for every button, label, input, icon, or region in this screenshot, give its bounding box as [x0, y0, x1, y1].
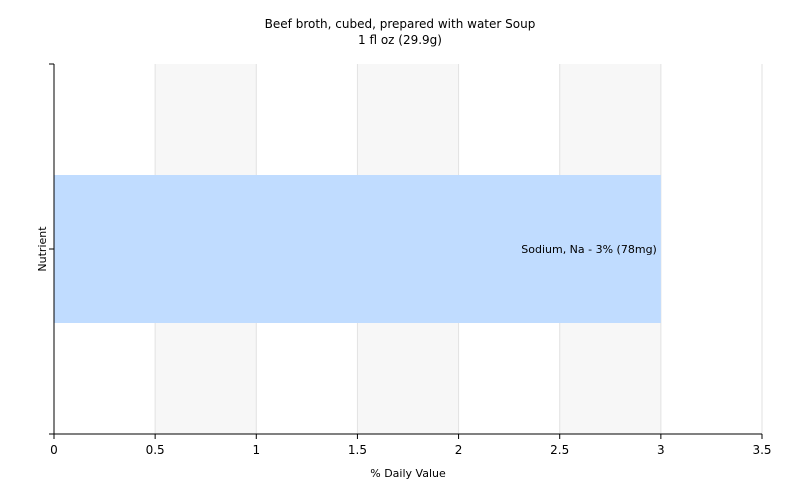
- x-tick-label: 1: [252, 443, 260, 457]
- y-ticks: [49, 63, 54, 435]
- chart-title: Beef broth, cubed, prepared with water S…: [265, 17, 536, 31]
- x-tick-label: 3: [657, 443, 665, 457]
- bar-data-label: Sodium, Na - 3% (78mg): [521, 243, 657, 256]
- x-tick-label: 1.5: [348, 443, 367, 457]
- x-axis-label: % Daily Value: [370, 467, 446, 480]
- x-tick-label: 2.5: [550, 443, 569, 457]
- x-ticks: 0 0.5 1 1.5 2 2.5 3 3.5: [50, 434, 772, 457]
- data-labels: Sodium, Na - 3% (78mg): [521, 243, 657, 256]
- bars: [54, 175, 661, 323]
- x-tick-label: 2: [455, 443, 463, 457]
- bar: [54, 175, 661, 323]
- x-tick-label: 0: [50, 443, 58, 457]
- plot-band: [660, 64, 762, 434]
- x-tick-label: 0.5: [146, 443, 165, 457]
- x-tick-label: 3.5: [752, 443, 771, 457]
- y-axis-label: Nutrient: [36, 226, 49, 272]
- chart-subtitle: 1 fl oz (29.9g): [358, 33, 442, 47]
